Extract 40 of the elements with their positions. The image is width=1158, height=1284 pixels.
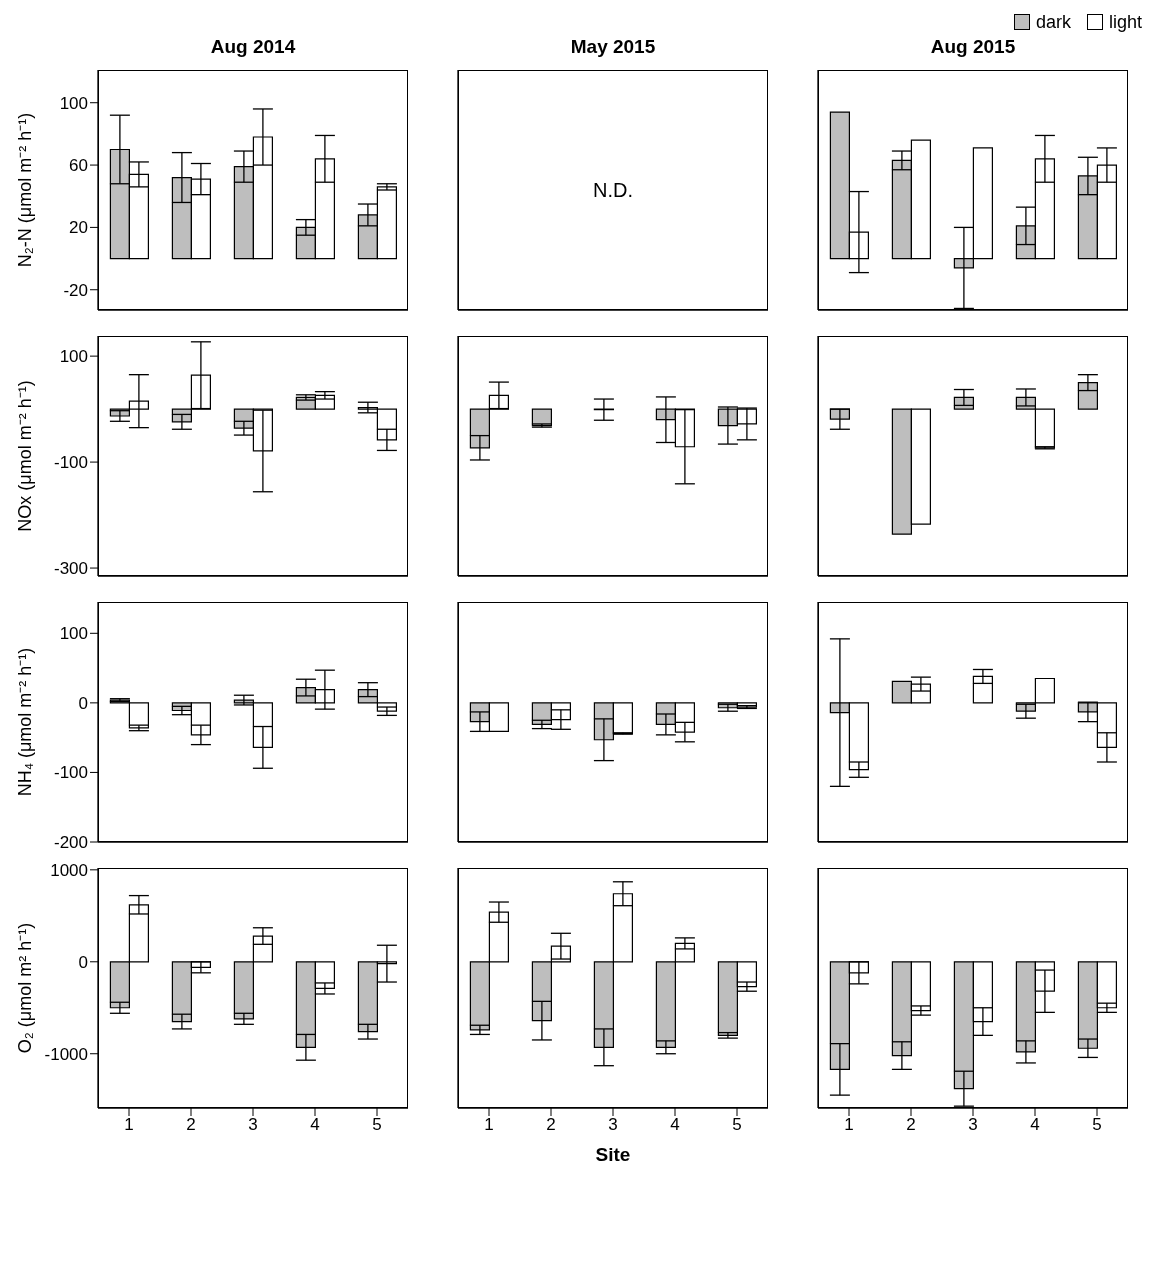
x-tick-label: 3 [968, 1115, 978, 1135]
y-axis-title: NOx (μmol m⁻² h⁻¹) [14, 380, 36, 532]
x-tick-label: 1 [844, 1115, 854, 1135]
y-tick-label: 0 [78, 693, 88, 713]
chart-title: Aug 2015 [929, 36, 1017, 59]
x-tick-label: 5 [372, 1115, 382, 1135]
x-axis-title: Site [594, 1143, 632, 1167]
annotation: N.D. [593, 178, 633, 202]
y-tick-label: -100 [53, 763, 88, 783]
y-tick-label: -1000 [44, 1044, 88, 1064]
x-tick-label: 3 [608, 1115, 618, 1135]
x-tick-label: 2 [186, 1115, 196, 1135]
x-tick-label: 2 [906, 1115, 916, 1135]
x-tick-label: 4 [310, 1115, 320, 1135]
y-tick-label: 100 [59, 93, 88, 113]
y-tick-label: -20 [63, 280, 88, 300]
x-tick-label: 1 [484, 1115, 494, 1135]
y-tick-label: 60 [69, 156, 88, 176]
y-tick-label: 20 [69, 218, 88, 238]
legend-label: light [1108, 11, 1142, 33]
y-tick-label: 0 [78, 952, 88, 972]
y-axis-title: N₂-N (μmol m⁻² h⁻¹) [14, 112, 36, 268]
x-tick-label: 2 [546, 1115, 556, 1135]
x-tick-label: 5 [1092, 1115, 1102, 1135]
x-tick-label: 4 [1030, 1115, 1040, 1135]
chart-title: Aug 2014 [209, 36, 297, 59]
y-tick-label: 100 [59, 347, 88, 367]
x-tick-label: 1 [124, 1115, 134, 1135]
chart-title: May 2015 [569, 36, 657, 59]
x-tick-label: 5 [732, 1115, 742, 1135]
x-tick-label: 3 [248, 1115, 258, 1135]
legend-label: dark [1035, 11, 1071, 33]
y-tick-label: -300 [53, 559, 88, 579]
y-tick-label: 1000 [50, 860, 88, 880]
y-axis-title: O₂ (μmol m² h⁻¹) [14, 922, 36, 1054]
y-tick-label: -100 [53, 453, 88, 473]
y-tick-label: 100 [59, 624, 88, 644]
y-tick-label: -200 [53, 833, 88, 853]
x-tick-label: 4 [670, 1115, 680, 1135]
y-axis-title: NH₄ (μmol m⁻² h⁻¹) [14, 647, 36, 797]
